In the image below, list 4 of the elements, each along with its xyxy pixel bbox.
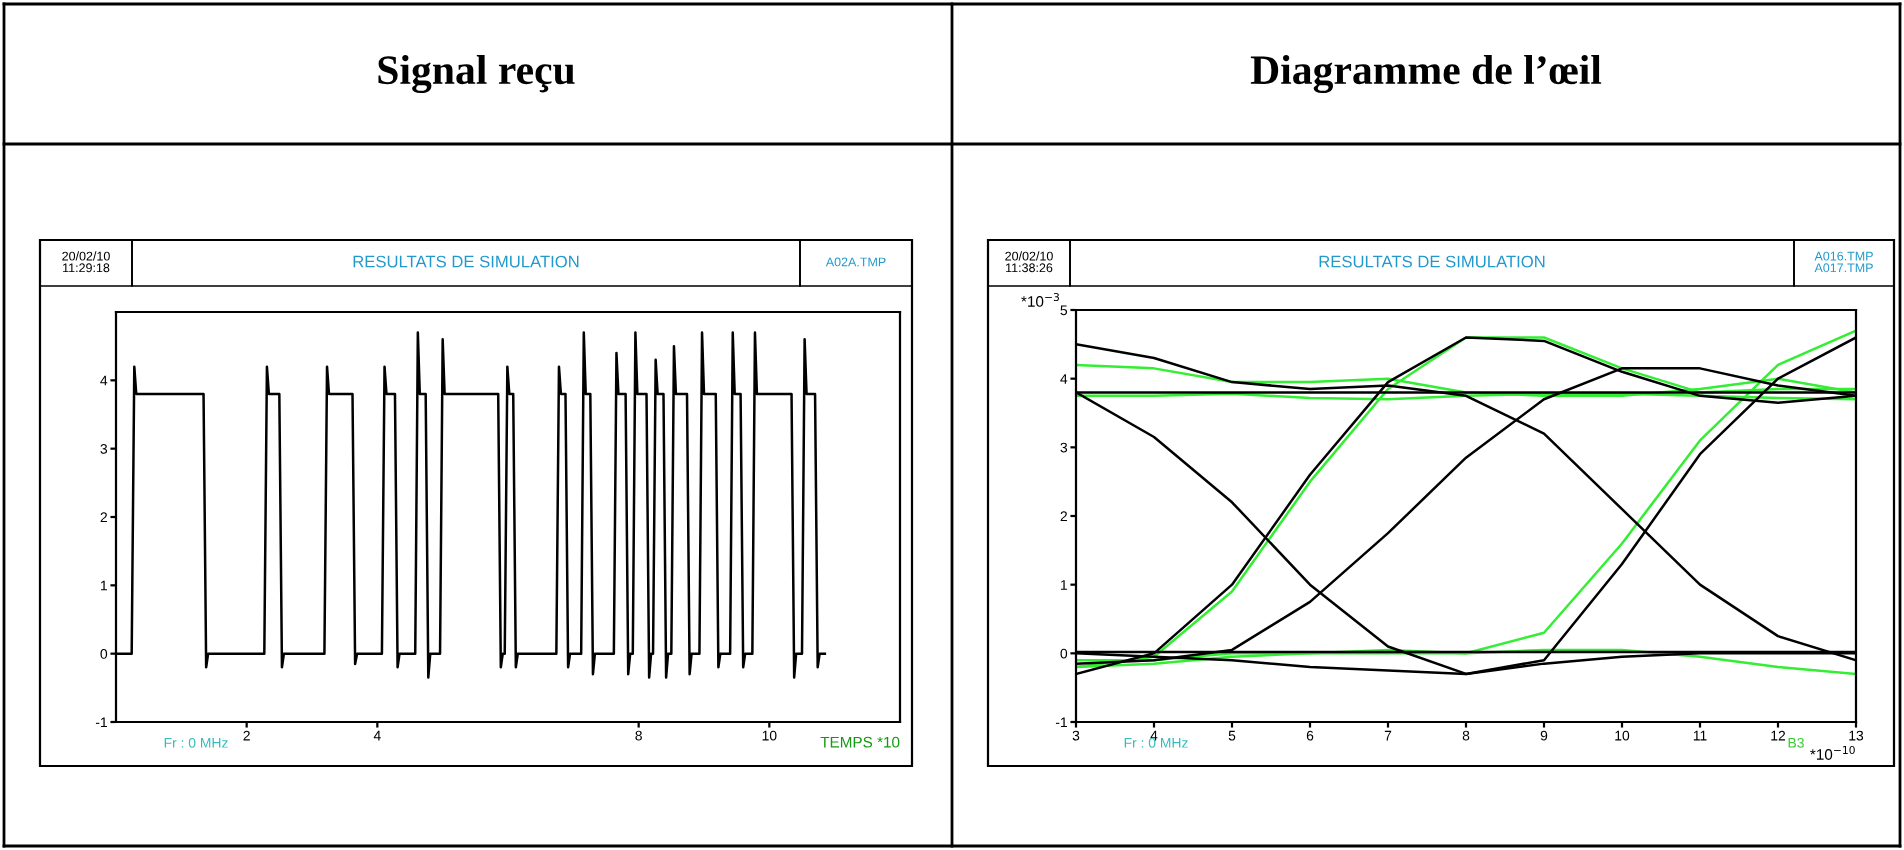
chart-title: Signal reçu	[378, 54, 575, 94]
chart-title: Diagramme de l’œil	[1250, 54, 1602, 94]
text: RESULTATS DE SIMULATION	[1319, 255, 1545, 268]
text: RESULTATS DE SIMULATION	[353, 255, 579, 268]
